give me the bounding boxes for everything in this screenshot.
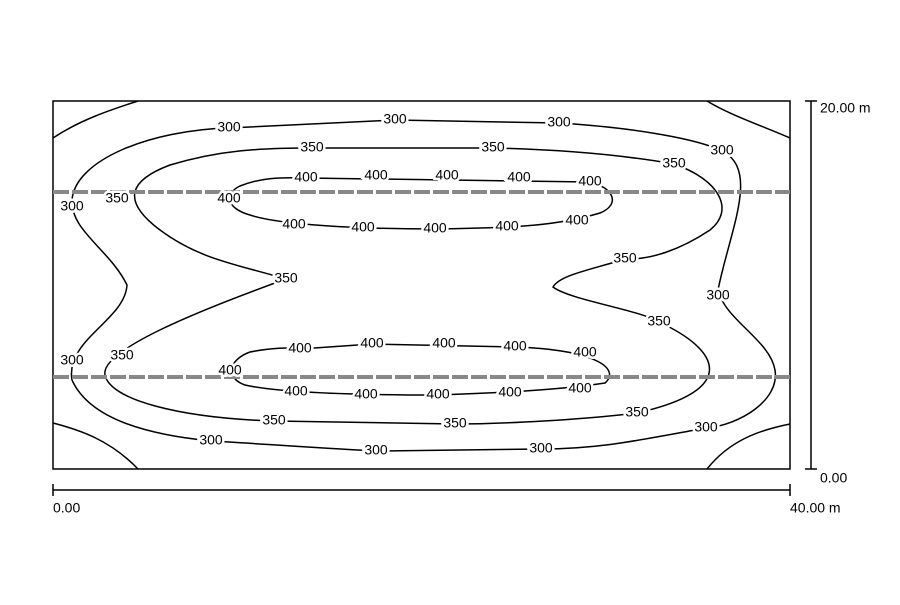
contour-label: 300 — [364, 442, 388, 458]
contour-label: 400 — [503, 338, 527, 354]
contour-label: 400 — [351, 219, 375, 235]
contour-corner — [706, 100, 791, 139]
contour-label: 400 — [495, 218, 519, 234]
contour-400 — [231, 343, 611, 396]
contour-label: 400 — [217, 190, 241, 206]
contour-corner — [52, 422, 139, 470]
contour-label: 350 — [262, 412, 286, 428]
scale-label: 40.00 m — [790, 500, 841, 516]
contour-corner — [52, 100, 139, 139]
scale-label: 0.00 — [820, 470, 847, 486]
contour-label: 350 — [481, 139, 505, 155]
contour-label: 400 — [498, 384, 522, 400]
scale-label: 0.00 — [53, 500, 80, 516]
contour-label: 400 — [294, 169, 318, 185]
contour-label: 350 — [625, 404, 649, 420]
contour-label: 300 — [710, 142, 734, 158]
scale-x — [52, 484, 791, 496]
contour-350 — [104, 147, 723, 425]
contour-label: 400 — [360, 335, 384, 351]
contour-label: 350 — [274, 270, 298, 286]
contour-label: 300 — [199, 432, 223, 448]
contour-label: 400 — [284, 383, 308, 399]
contour-label: 350 — [613, 250, 637, 266]
contour-label: 400 — [565, 212, 589, 228]
contour-300 — [70, 119, 777, 452]
contour-label: 400 — [568, 380, 592, 396]
contour-label: 400 — [282, 216, 306, 232]
contour-label: 300 — [694, 419, 718, 435]
contour-label: 400 — [288, 340, 312, 356]
contour-label: 300 — [706, 287, 730, 303]
contour-label: 400 — [435, 167, 459, 183]
contour-label: 350 — [110, 347, 134, 363]
contour-label: 300 — [547, 114, 571, 130]
contour-label: 400 — [432, 335, 456, 351]
room-outline — [52, 100, 791, 470]
contour-label: 350 — [662, 155, 686, 171]
contour-label: 350 — [300, 139, 324, 155]
contour-label: 400 — [578, 173, 602, 189]
contour-400 — [229, 176, 614, 230]
contour-label: 300 — [60, 198, 84, 214]
contour-label: 400 — [218, 362, 242, 378]
contour-label: 400 — [423, 220, 447, 236]
contour-label: 300 — [217, 119, 241, 135]
contour-label: 400 — [507, 169, 531, 185]
contour-label: 400 — [364, 167, 388, 183]
contour-label: 350 — [105, 190, 129, 206]
contour-label: 350 — [443, 415, 467, 431]
contour-label: 350 — [647, 313, 671, 329]
contour-label: 300 — [383, 111, 407, 127]
contour-label: 300 — [60, 352, 84, 368]
contour-label: 400 — [573, 344, 597, 360]
scale-label: 20.00 m — [820, 100, 871, 116]
contour-label: 400 — [354, 386, 378, 402]
contour-corner — [706, 423, 791, 470]
contour-label: 400 — [426, 386, 450, 402]
scale-y — [805, 100, 817, 470]
contour-label: 300 — [529, 440, 553, 456]
